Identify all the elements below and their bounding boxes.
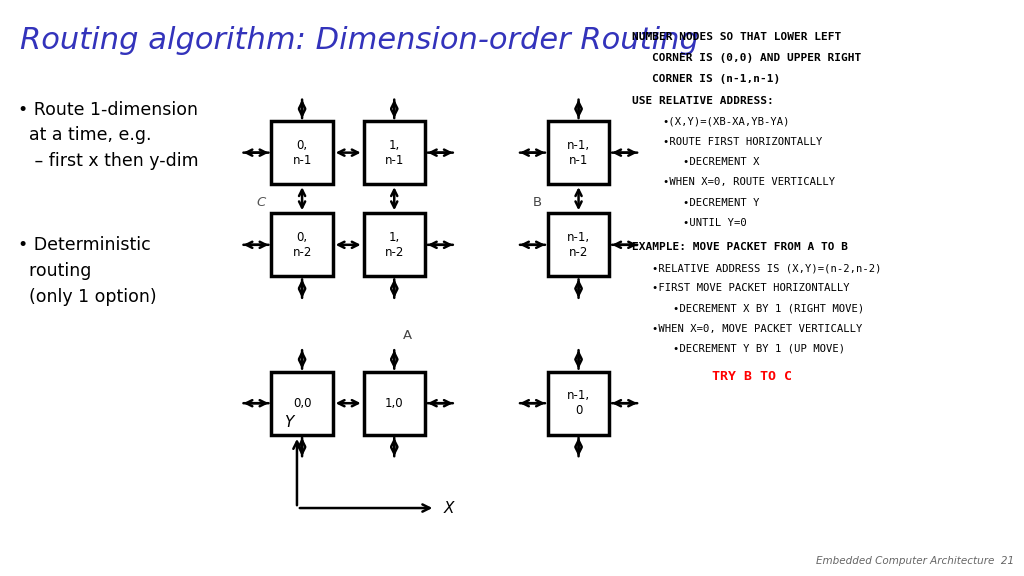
Text: 0,
n-1: 0, n-1 [293,139,311,166]
Text: Embedded Computer Architecture  21: Embedded Computer Architecture 21 [816,556,1014,566]
Text: •(X,Y)=(XB-XA,YB-YA): •(X,Y)=(XB-XA,YB-YA) [663,117,791,127]
Text: A: A [402,328,412,342]
Text: •FIRST MOVE PACKET HORIZONTALLY: •FIRST MOVE PACKET HORIZONTALLY [652,283,850,293]
Text: •DECREMENT Y: •DECREMENT Y [683,198,760,207]
Text: 1,
n-2: 1, n-2 [385,231,403,259]
Text: EXAMPLE: MOVE PACKET FROM A TO B: EXAMPLE: MOVE PACKET FROM A TO B [632,242,848,252]
Bar [271,213,333,276]
Text: B: B [532,195,542,209]
Bar [271,372,333,435]
Text: •ROUTE FIRST HORIZONTALLY: •ROUTE FIRST HORIZONTALLY [663,137,822,147]
Text: •UNTIL Y=0: •UNTIL Y=0 [683,218,746,228]
Text: CORNER IS (n-1,n-1): CORNER IS (n-1,n-1) [652,74,780,84]
Bar [271,121,333,184]
Text: CORNER IS (0,0) AND UPPER RIGHT: CORNER IS (0,0) AND UPPER RIGHT [652,53,861,63]
Text: Y: Y [284,415,294,430]
Text: •DECREMENT X BY 1 (RIGHT MOVE): •DECREMENT X BY 1 (RIGHT MOVE) [673,304,864,313]
Text: X: X [443,501,454,516]
Text: TRY B TO C: TRY B TO C [712,370,792,383]
Text: Routing algorithm: Dimension-order Routing: Routing algorithm: Dimension-order Routi… [20,26,699,55]
Text: C: C [256,195,265,209]
Bar [548,372,609,435]
Text: 1,0: 1,0 [385,397,403,410]
Text: •WHEN X=0, MOVE PACKET VERTICALLY: •WHEN X=0, MOVE PACKET VERTICALLY [652,324,862,334]
Text: • Route 1-dimension
  at a time, e.g.
   – first x then y-dim: • Route 1-dimension at a time, e.g. – fi… [18,101,199,170]
Text: •RELATIVE ADDRESS IS (X,Y)=(n-2,n-2): •RELATIVE ADDRESS IS (X,Y)=(n-2,n-2) [652,263,882,273]
Text: 0,
n-2: 0, n-2 [293,231,311,259]
Text: USE RELATIVE ADDRESS:: USE RELATIVE ADDRESS: [632,96,773,105]
Text: 0,0: 0,0 [293,397,311,410]
Text: NUMBER NODES SO THAT LOWER LEFT: NUMBER NODES SO THAT LOWER LEFT [632,32,841,41]
Text: • Deterministic
  routing
  (only 1 option): • Deterministic routing (only 1 option) [18,236,157,305]
Bar [364,372,425,435]
Bar [548,213,609,276]
Bar [364,213,425,276]
Text: •WHEN X=0, ROUTE VERTICALLY: •WHEN X=0, ROUTE VERTICALLY [663,177,835,187]
Bar [364,121,425,184]
Bar [548,121,609,184]
Text: 1,
n-1: 1, n-1 [385,139,403,166]
Text: n-1,
n-1: n-1, n-1 [567,139,590,166]
Text: •DECREMENT X: •DECREMENT X [683,157,760,167]
Text: n-1,
n-2: n-1, n-2 [567,231,590,259]
Text: n-1,
0: n-1, 0 [567,389,590,417]
Text: •DECREMENT Y BY 1 (UP MOVE): •DECREMENT Y BY 1 (UP MOVE) [673,344,845,354]
